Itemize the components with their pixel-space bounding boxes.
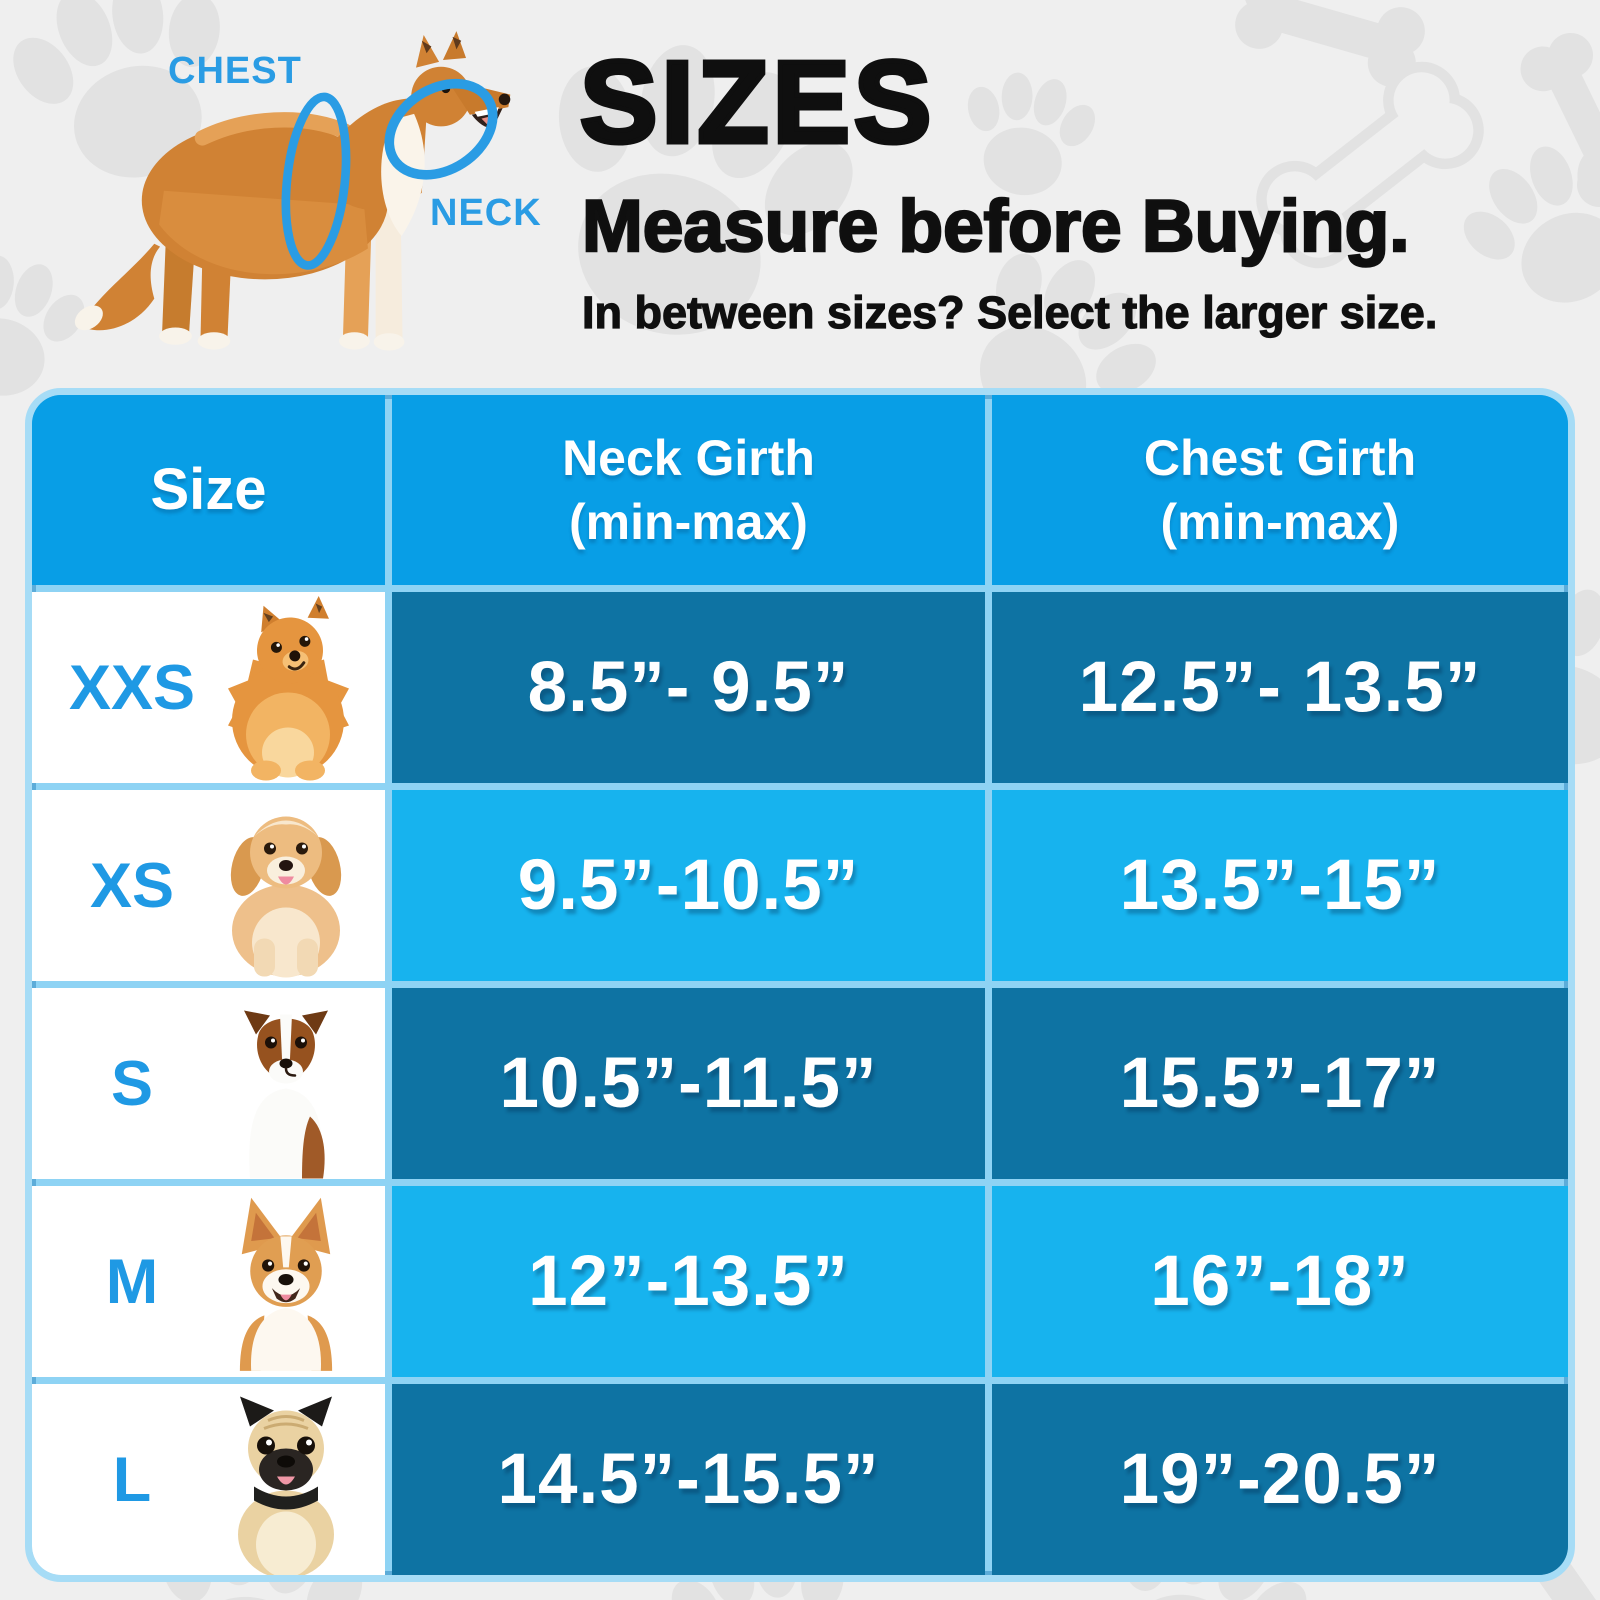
size-label-m: M (105, 1246, 159, 1317)
chest-girth-m: 16”-18” (992, 1186, 1568, 1377)
size-cell-s: S (32, 988, 385, 1179)
chest-girth-xxs: 12.5”- 13.5” (992, 592, 1568, 783)
measurement-diagram: CHEST NECK (0, 0, 560, 385)
size-label-xs: XS (89, 850, 175, 921)
size-cell-l: L (32, 1384, 385, 1575)
chest-girth-l: 19”-20.5” (992, 1384, 1568, 1575)
pug-photo (238, 1396, 334, 1575)
havanese-puppy-photo (230, 816, 342, 978)
neck-girth-xs: 9.5”-10.5” (392, 790, 985, 981)
size-cell-m: M (32, 1186, 385, 1377)
neck-girth-xxs: 8.5”- 9.5” (392, 592, 985, 783)
size-label-xxs: XXS (68, 652, 196, 723)
neck-girth-l: 14.5”-15.5” (392, 1384, 985, 1575)
column-header-neck-label: Neck Girth (562, 430, 815, 486)
jack-russell-terrier-photo (244, 1010, 328, 1179)
size-table: Size Neck Girth (min-max) Chest Girth (m… (25, 388, 1575, 1582)
chest-girth-xs: 13.5”-15” (992, 790, 1568, 981)
column-header-size-label: Size (150, 456, 267, 522)
column-header-size: Size (32, 395, 385, 585)
column-header-chest-label: Chest Girth (1143, 430, 1417, 486)
pomeranian-photo (228, 595, 349, 781)
neck-girth-m: 12”-13.5” (392, 1186, 985, 1377)
size-label-l: L (112, 1444, 152, 1515)
collie-photo (74, 31, 511, 351)
corgi-photo (239, 1197, 333, 1371)
neck-ring (384, 78, 498, 180)
chest-label: CHEST (168, 50, 302, 92)
size-cell-xs: XS (32, 790, 385, 981)
column-header-neck-girth: Neck Girth (min-max) (392, 395, 985, 585)
neck-label: NECK (430, 192, 542, 234)
column-header-chest-sub: (min-max) (1160, 494, 1400, 550)
page-subtitle: Measure before Buying. (581, 186, 1411, 267)
neck-girth-s: 10.5”-11.5” (392, 988, 985, 1179)
column-header-neck-sub: (min-max) (569, 494, 808, 550)
chest-ring (281, 92, 351, 270)
page-title: SIZES (577, 37, 936, 167)
size-label-s: S (110, 1048, 154, 1119)
header: SIZES Measure before Buying. In between … (0, 0, 1600, 385)
page-tagline: In between sizes? Select the larger size… (581, 287, 1438, 338)
column-header-chest-girth: Chest Girth (min-max) (992, 395, 1568, 585)
chest-girth-s: 15.5”-17” (992, 988, 1568, 1179)
size-cell-xxs: XXS (32, 592, 385, 783)
